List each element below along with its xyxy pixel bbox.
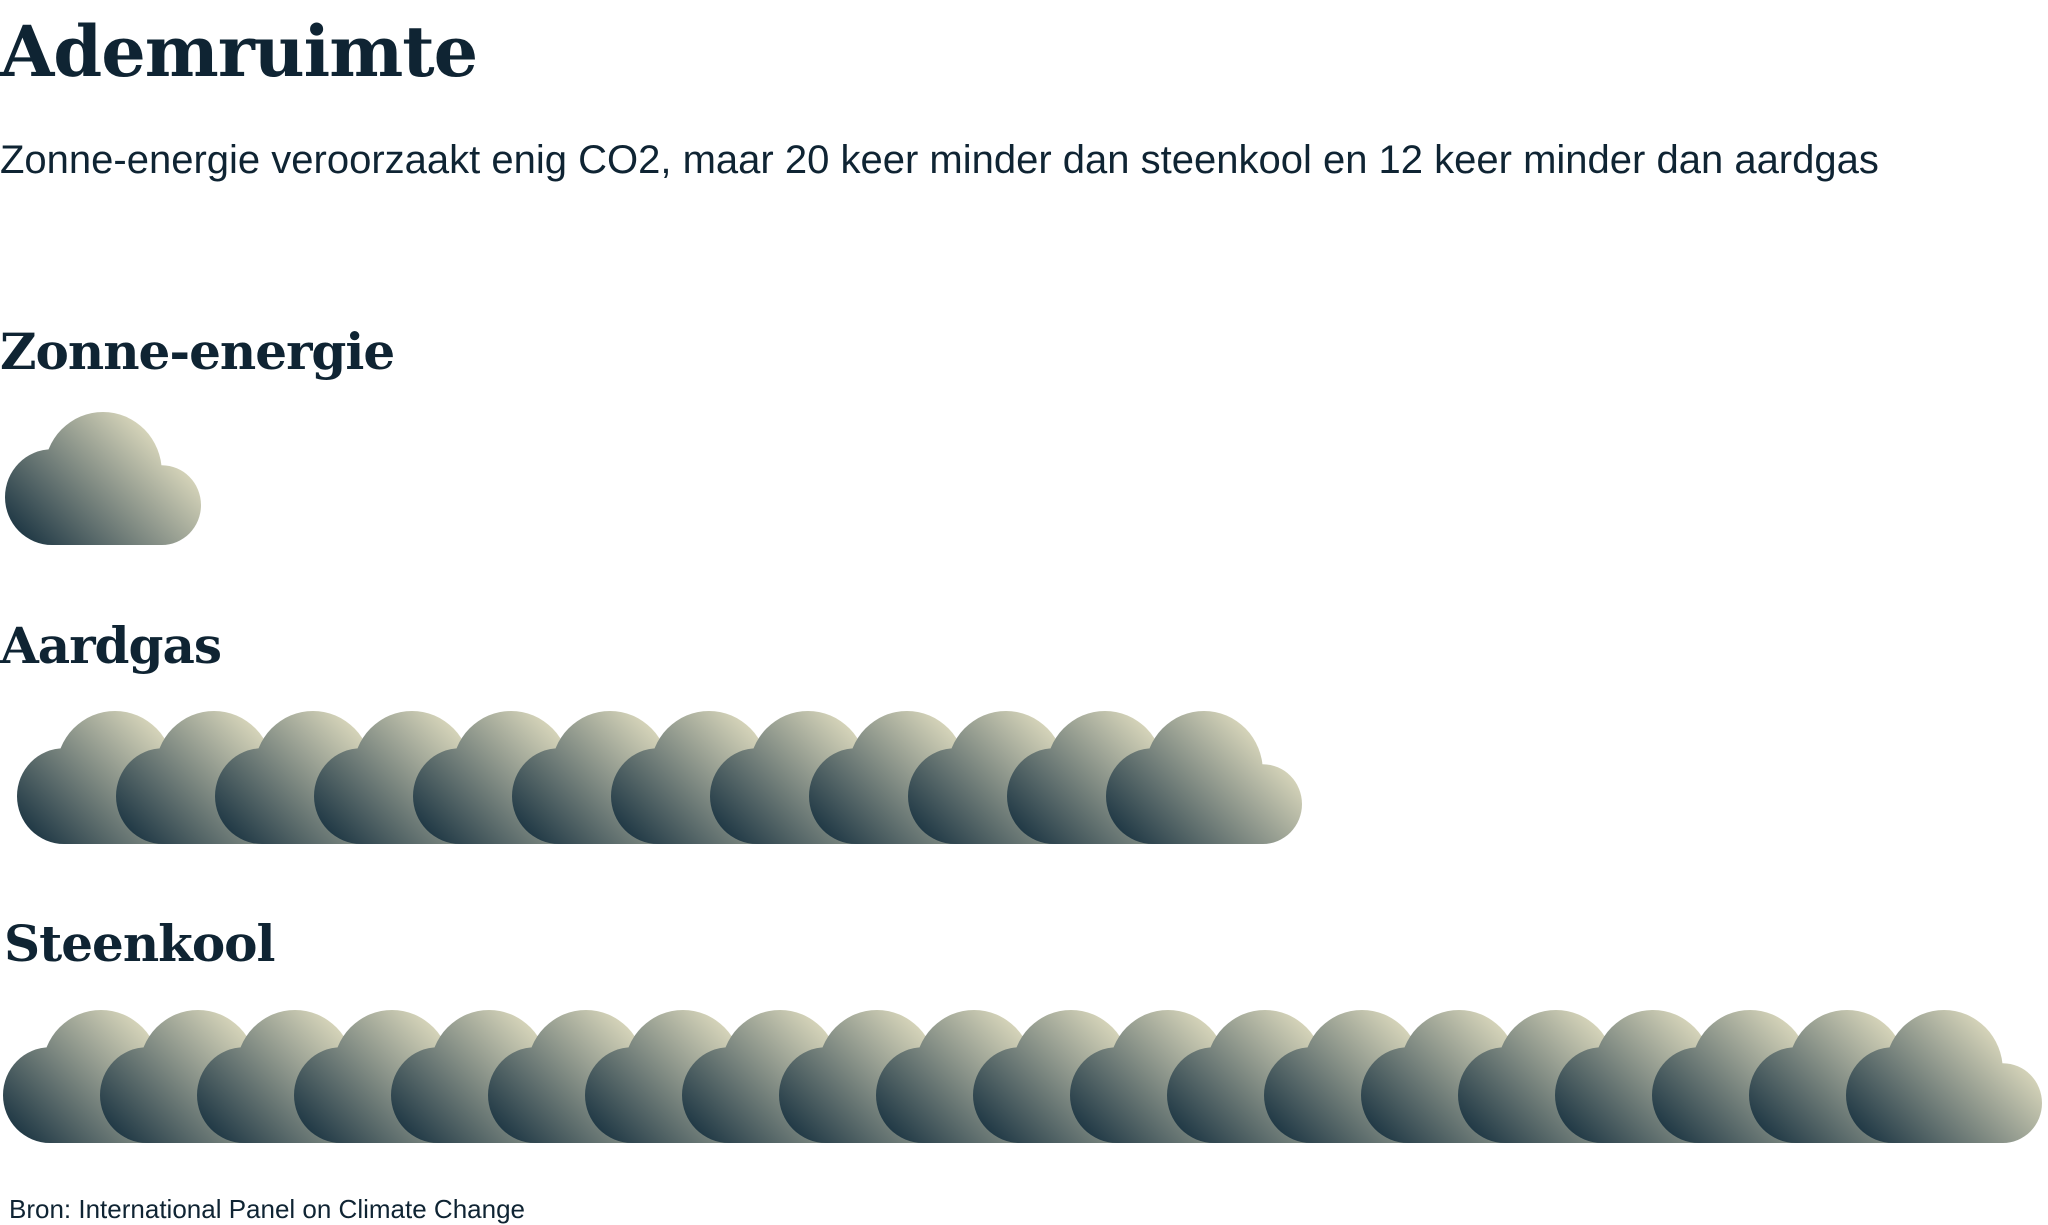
- page-title: Ademruimte: [0, 10, 478, 93]
- category-label-zonne-energie: Zonne-energie: [0, 322, 395, 381]
- category-label-steenkool: Steenkool: [4, 914, 276, 973]
- cloud-icon: [1846, 1010, 2042, 1143]
- cloud-row-steenkool: [0, 1010, 2048, 1145]
- source-note: Bron: International Panel on Climate Cha…: [9, 1194, 525, 1224]
- cloud-icon: [5, 412, 201, 545]
- cloud-row-zonne-energie: [0, 412, 2048, 547]
- cloud-row-aardgas: [0, 711, 2048, 846]
- category-label-aardgas: Aardgas: [0, 616, 222, 675]
- cloud-icon: [1106, 711, 1302, 844]
- subtitle: Zonne-energie veroorzaakt enig CO2, maar…: [0, 138, 1879, 182]
